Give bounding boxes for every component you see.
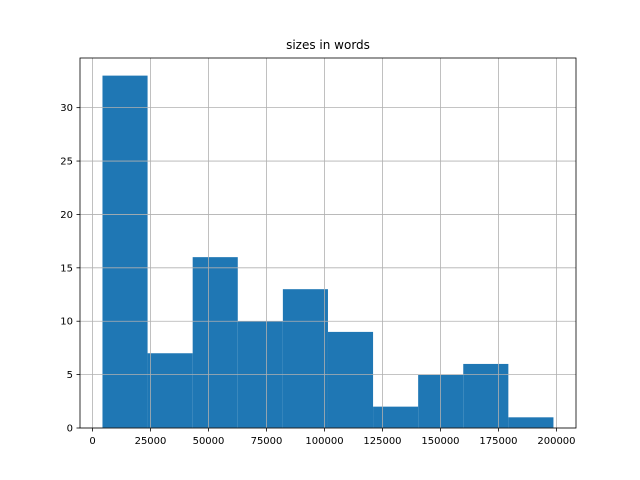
- x-tick-label: 125000: [363, 436, 401, 447]
- x-tick-label: 100000: [305, 436, 343, 447]
- x-tick-label: 0: [89, 436, 95, 447]
- y-tick-label: 30: [60, 103, 73, 114]
- bar: [327, 331, 374, 428]
- bar: [102, 75, 148, 428]
- bar: [463, 363, 509, 428]
- x-tick-label: 75000: [251, 436, 283, 447]
- plot-frame: [79, 57, 577, 429]
- x-tick-label: 50000: [193, 436, 225, 447]
- bar: [282, 289, 328, 428]
- bar: [508, 417, 554, 428]
- x-tick-label: 150000: [421, 436, 459, 447]
- x-tick-label: 200000: [537, 436, 575, 447]
- bar: [373, 406, 419, 428]
- bar: [192, 257, 238, 428]
- y-tick-label: 0: [67, 424, 73, 435]
- chart-title: sizes in words: [286, 38, 370, 52]
- y-tick-label: 15: [60, 263, 73, 274]
- y-tick-label: 20: [60, 210, 73, 221]
- x-tick-label: 175000: [479, 436, 517, 447]
- bar: [147, 353, 193, 428]
- y-tick-label: 25: [60, 157, 73, 168]
- y-tick-label: 5: [67, 370, 73, 381]
- y-tick-label: 10: [60, 317, 73, 328]
- x-tick-label: 25000: [135, 436, 167, 447]
